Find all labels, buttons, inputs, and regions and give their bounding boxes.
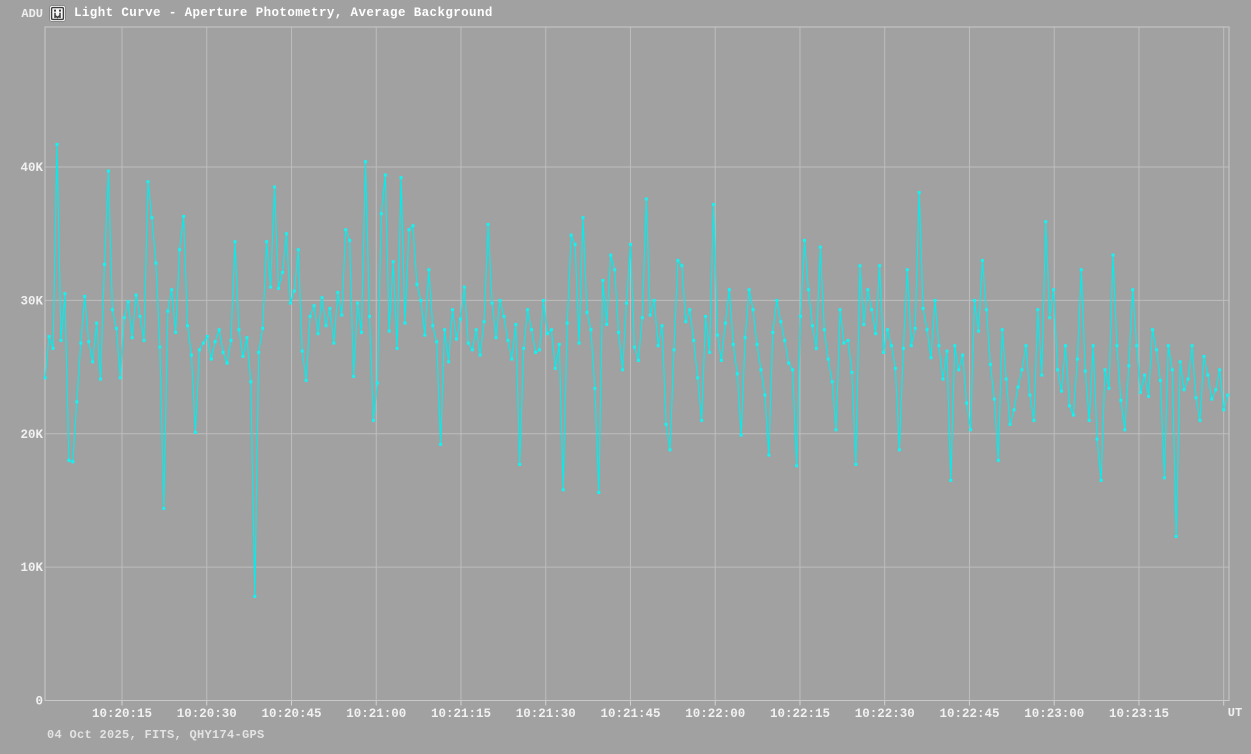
x-tick-label: 10:23:15 — [1109, 707, 1169, 721]
x-tick-label: 10:21:00 — [346, 707, 406, 721]
x-tick-label: 10:21:30 — [516, 707, 576, 721]
light-curve-line — [44, 144, 1229, 597]
x-tick-label: 10:23:00 — [1024, 707, 1084, 721]
chart-title: Light Curve - Aperture Photometry, Avera… — [74, 6, 493, 20]
x-tick-label: 10:20:15 — [92, 707, 152, 721]
y-tick-label: 40K — [20, 161, 43, 175]
x-tick-label: 10:21:45 — [600, 707, 660, 721]
x-tick-label: 10:22:45 — [939, 707, 999, 721]
x-tick-label: 10:22:00 — [685, 707, 745, 721]
y-tick-label: 20K — [20, 428, 43, 442]
x-tick-label: 10:20:45 — [261, 707, 321, 721]
y-tick-label: 10K — [20, 561, 43, 575]
axes — [44, 26, 1230, 706]
data-point-markers — [43, 142, 1230, 598]
x-tick-label: 10:22:15 — [770, 707, 830, 721]
x-tick-label: 10:22:30 — [855, 707, 915, 721]
grid-lines — [45, 27, 1229, 701]
x-axis-unit-label: UT — [1227, 706, 1243, 720]
y-tick-label: 0 — [35, 695, 43, 709]
light-curve-icon — [49, 4, 66, 22]
x-tick-label: 10:20:30 — [177, 707, 237, 721]
observation-info-footer: 04 Oct 2025, FITS, QHY174-GPS — [47, 728, 265, 742]
y-axis-unit-label: ADU — [21, 7, 43, 21]
light-curve-series[interactable] — [43, 142, 1230, 598]
chart-header: Light Curve - Aperture Photometry, Avera… — [49, 3, 493, 23]
y-tick-label: 30K — [20, 294, 43, 308]
x-tick-label: 10:21:15 — [431, 707, 491, 721]
axis-tick-labels: 0 10K 20K 30K 40K 10:20:15 10:20:30 10:20:45 10:… — [20, 161, 1168, 721]
